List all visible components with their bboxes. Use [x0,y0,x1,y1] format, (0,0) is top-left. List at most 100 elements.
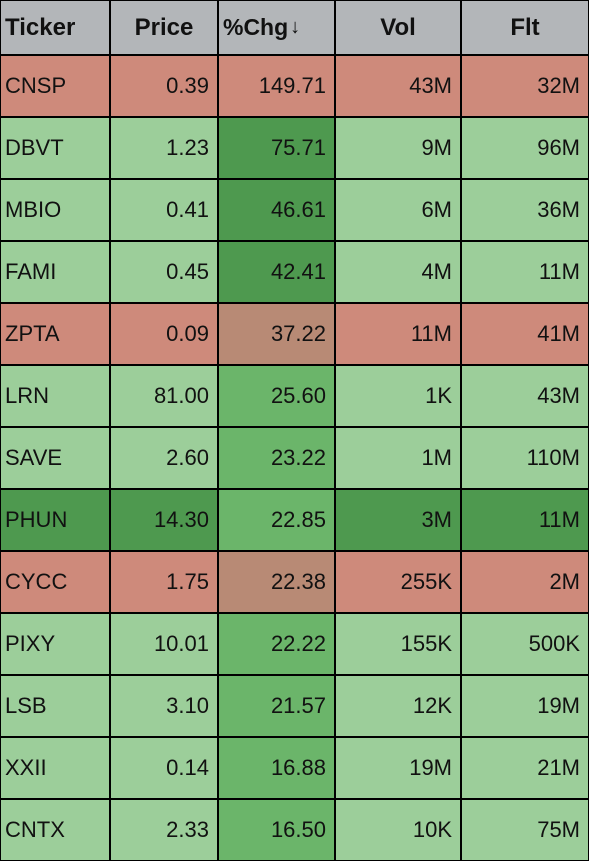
cell-value: 0.45 [166,259,209,285]
cell-value: CYCC [5,569,67,595]
cell-price: 0.14 [110,737,218,799]
cell-value: 500K [529,631,580,657]
cell-value: 9M [421,135,452,161]
table-row[interactable]: FAMI0.4542.414M11M [0,241,589,303]
cell-price: 81.00 [110,365,218,427]
cell-value: 43M [537,383,580,409]
cell-value: 0.41 [166,197,209,223]
cell-value: 23.22 [271,445,326,471]
cell-value: CNTX [5,817,65,843]
column-header-label: Price [135,14,194,42]
cell-vol: 10K [335,799,461,861]
cell-value: 32M [537,73,580,99]
cell-price: 1.75 [110,551,218,613]
cell-ticker: CYCC [0,551,110,613]
cell-value: MBIO [5,197,61,223]
cell-value: CNSP [5,73,66,99]
cell-value: 155K [401,631,452,657]
cell-chg: 16.88 [218,737,335,799]
cell-value: 10.01 [154,631,209,657]
column-header-label: Flt [510,14,539,42]
cell-value: 1M [421,445,452,471]
cell-value: 25.60 [271,383,326,409]
cell-value: 10K [413,817,452,843]
column-header-ticker[interactable]: Ticker [0,0,110,55]
cell-value: 42.41 [271,259,326,285]
cell-chg: 22.85 [218,489,335,551]
cell-value: 1.75 [166,569,209,595]
column-header-chg[interactable]: %Chg↓ [218,0,335,55]
cell-vol: 12K [335,675,461,737]
cell-price: 3.10 [110,675,218,737]
cell-value: XXII [5,755,47,781]
cell-value: 2M [549,569,580,595]
column-header-price[interactable]: Price [110,0,218,55]
cell-value: 3.10 [166,693,209,719]
cell-chg: 37.22 [218,303,335,365]
cell-value: 255K [401,569,452,595]
table-row[interactable]: PIXY 10.01 22.22 155K 500K [0,613,589,675]
cell-value: 96M [537,135,580,161]
table-row[interactable]: CYCC 1.75 22.38 255K 2M [0,551,589,613]
cell-flt: 500K [461,613,589,675]
cell-ticker: XXII [0,737,110,799]
cell-value: 75.71 [271,135,326,161]
cell-value: LSB [5,693,47,719]
cell-value: 43M [409,73,452,99]
cell-value: LRN [5,383,49,409]
cell-value: PIXY [5,631,55,657]
cell-value: ZPTA [5,321,60,347]
sort-descending-icon: ↓ [290,16,300,39]
cell-vol: 19M [335,737,461,799]
cell-value: 22.38 [271,569,326,595]
cell-ticker: LRN [0,365,110,427]
column-header-vol[interactable]: Vol [335,0,461,55]
table-row[interactable]: LSB3.1021.5712K19M [0,675,589,737]
cell-flt: 36M [461,179,589,241]
cell-value: 21.57 [271,693,326,719]
cell-price: 14.30 [110,489,218,551]
cell-value: 3M [421,507,452,533]
cell-value: 11M [539,259,580,285]
cell-value: 110M [527,445,580,471]
table-row[interactable]: XXII 0.14 16.88 19M 21M [0,737,589,799]
table-row[interactable]: CNTX2.3316.5010K75M [0,799,589,861]
cell-vol: 1K [335,365,461,427]
cell-value: 12K [413,693,452,719]
cell-ticker: SAVE [0,427,110,489]
cell-ticker: PIXY [0,613,110,675]
cell-chg: 16.50 [218,799,335,861]
cell-chg: 22.38 [218,551,335,613]
column-header-flt[interactable]: Flt [461,0,589,55]
cell-chg: 75.71 [218,117,335,179]
cell-value: 14.30 [154,507,209,533]
table-row[interactable]: CNSP 0.39 149.71 43M 32M [0,55,589,117]
column-header-label: Vol [380,14,416,42]
table-row[interactable]: PHUN14.3022.853M11M [0,489,589,551]
cell-price: 0.39 [110,55,218,117]
cell-value: PHUN [5,507,67,533]
cell-price: 2.33 [110,799,218,861]
table-row[interactable]: DBVT 1.23 75.71 9M 96M [0,117,589,179]
table-row[interactable]: MBIO0.4146.616M36M [0,179,589,241]
table-row[interactable]: ZPTA0.0937.2211M41M [0,303,589,365]
cell-ticker: MBIO [0,179,110,241]
cell-value: 37.22 [271,321,326,347]
table-row[interactable]: SAVE2.6023.221M110M [0,427,589,489]
cell-value: 16.88 [271,755,326,781]
cell-value: 21M [537,755,580,781]
cell-chg: 22.22 [218,613,335,675]
cell-flt: 43M [461,365,589,427]
cell-flt: 96M [461,117,589,179]
cell-chg: 23.22 [218,427,335,489]
cell-value: 1.23 [166,135,209,161]
cell-ticker: LSB [0,675,110,737]
cell-price: 0.45 [110,241,218,303]
cell-vol: 6M [335,179,461,241]
cell-value: 149.71 [259,73,326,99]
table-row[interactable]: LRN 81.00 25.60 1K 43M [0,365,589,427]
cell-chg: 149.71 [218,55,335,117]
cell-vol: 1M [335,427,461,489]
cell-value: DBVT [5,135,64,161]
cell-value: 81.00 [154,383,209,409]
